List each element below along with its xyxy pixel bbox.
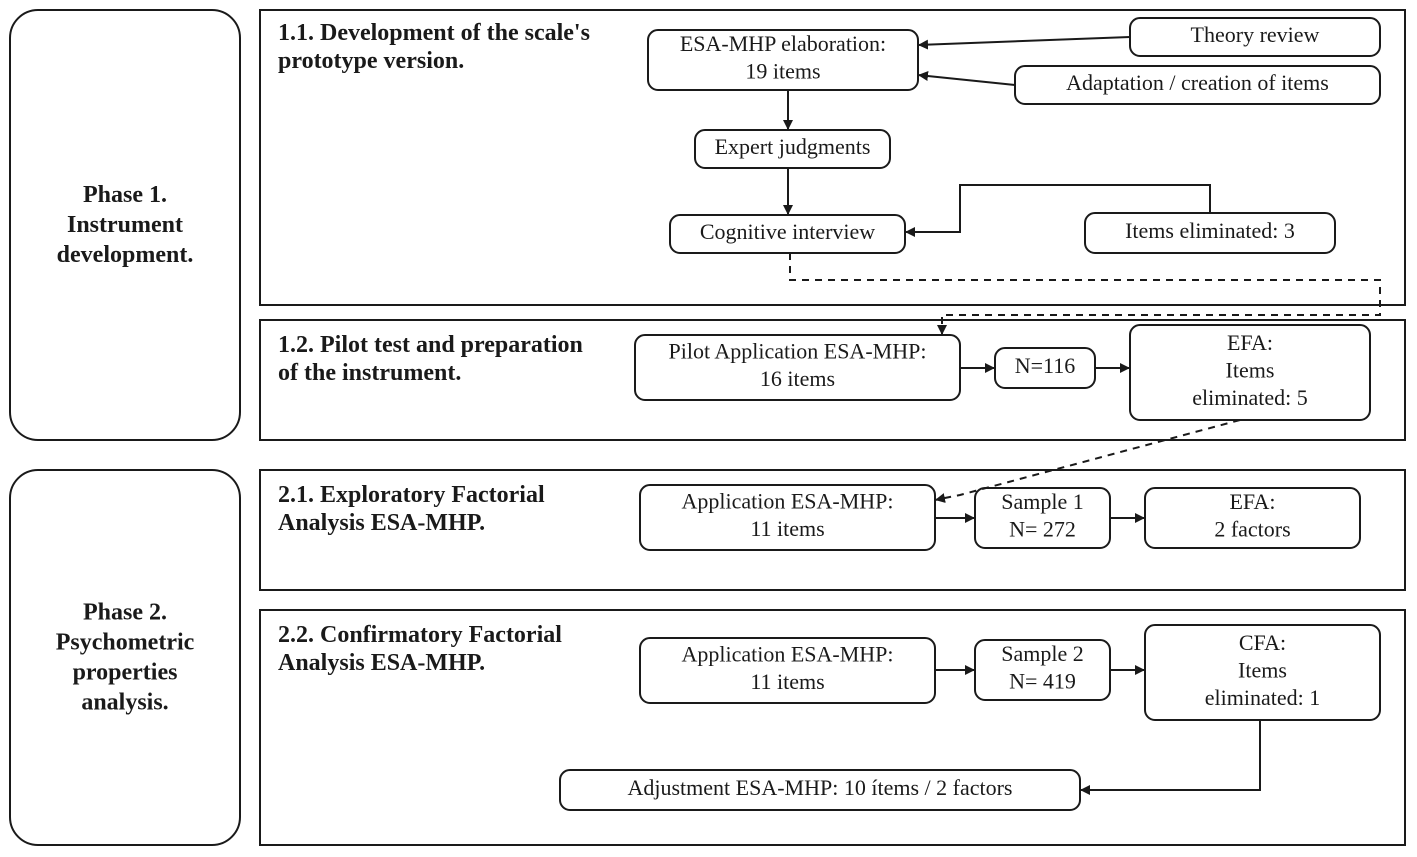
node-pilot: Pilot Application ESA-MHP:16 items [635, 335, 960, 400]
node-samp2: Sample 2 N= 419 [975, 640, 1110, 700]
panel-title: prototype version. [278, 48, 464, 74]
node-label: Cognitive interview [700, 219, 875, 244]
phase-box-phase1: Phase 1. Instrument development. [10, 10, 240, 440]
node-efa5: EFA:Items eliminated: 5 [1130, 325, 1370, 420]
phase-label: Psychometric [56, 630, 195, 656]
node-label: eliminated: 1 [1205, 685, 1320, 710]
phase-label: Phase 1. [83, 182, 167, 208]
node-label: Items [1238, 657, 1287, 682]
node-label: EFA: [1227, 330, 1273, 355]
edge-adapt-to-elab: adapt [918, 75, 1015, 85]
edge-cogint-to-pilot: cogint [790, 253, 1380, 335]
panel-title: Analysis ESA-MHP. [278, 650, 485, 676]
node-label: 11 items [750, 516, 824, 541]
phase-label: properties [73, 660, 178, 686]
node-label: 19 items [745, 59, 820, 84]
panel-title: of the instrument. [278, 360, 461, 386]
node-app11a: Application ESA-MHP:11 items [640, 485, 935, 550]
phase-label: Phase 2. [83, 600, 167, 626]
node-label: Sample 1 [1001, 489, 1084, 514]
node-label: N= 272 [1009, 517, 1076, 542]
node-label: CFA: [1239, 630, 1286, 655]
phase-box-phase2: Phase 2. Psychometric properties analysis. [10, 470, 240, 845]
node-label: 16 items [760, 366, 835, 391]
node-label: eliminated: 5 [1192, 385, 1307, 410]
panel-title: Analysis ESA-MHP. [278, 510, 485, 536]
node-label: Adaptation / creation of items [1066, 70, 1329, 95]
node-label: Theory review [1191, 22, 1320, 47]
phase-label: development. [57, 242, 194, 268]
node-label: Expert judgments [715, 134, 871, 159]
node-label: EFA: [1229, 489, 1275, 514]
node-adjust: Adjustment ESA-MHP: 10 ítems / 2 factors [560, 770, 1080, 810]
node-label: Items eliminated: 3 [1125, 218, 1295, 243]
node-theory: Theory review [1130, 18, 1380, 56]
phase-label: Instrument [67, 212, 183, 238]
node-adapt: Adaptation / creation of items [1015, 66, 1380, 104]
node-label: 2 factors [1214, 517, 1290, 542]
node-elab: ESA-MHP elaboration: 19 items [648, 30, 918, 90]
node-label: N=116 [1015, 353, 1075, 378]
node-n116: N=116 [995, 348, 1095, 388]
node-cogint: Cognitive interview [670, 215, 905, 253]
node-label: Application ESA-MHP: [681, 489, 893, 514]
node-label: ESA-MHP elaboration: [680, 31, 886, 56]
node-label: N= 419 [1009, 669, 1076, 694]
node-label: 11 items [750, 669, 824, 694]
node-label: Application ESA-MHP: [681, 642, 893, 667]
edge-cfa-to-adjust: cfa [1080, 720, 1260, 790]
node-cfa: CFA:Items eliminated: 1 [1145, 625, 1380, 720]
node-label: Adjustment ESA-MHP: 10 ítems / 2 factors [628, 775, 1013, 800]
panel-title: 1.1. Development of the scale's [278, 20, 590, 46]
node-label: Sample 2 [1001, 641, 1084, 666]
phase-label: analysis. [81, 690, 168, 716]
panel-title: 2.2. Confirmatory Factorial [278, 622, 562, 648]
node-elim3: Items eliminated: 3 [1085, 213, 1335, 253]
panel-title: 2.1. Exploratory Factorial [278, 482, 545, 508]
node-label: Items [1226, 357, 1275, 382]
node-expert: Expert judgments [695, 130, 890, 168]
node-label: Pilot Application ESA-MHP: [669, 339, 927, 364]
edge-theory-to-elab: theory [918, 37, 1130, 45]
node-app11b: Application ESA-MHP:11 items [640, 638, 935, 703]
panel-title: 1.2. Pilot test and preparation [278, 332, 583, 358]
node-efa2f: EFA: 2 factors [1145, 488, 1360, 548]
node-samp1: Sample 1 N= 272 [975, 488, 1110, 548]
